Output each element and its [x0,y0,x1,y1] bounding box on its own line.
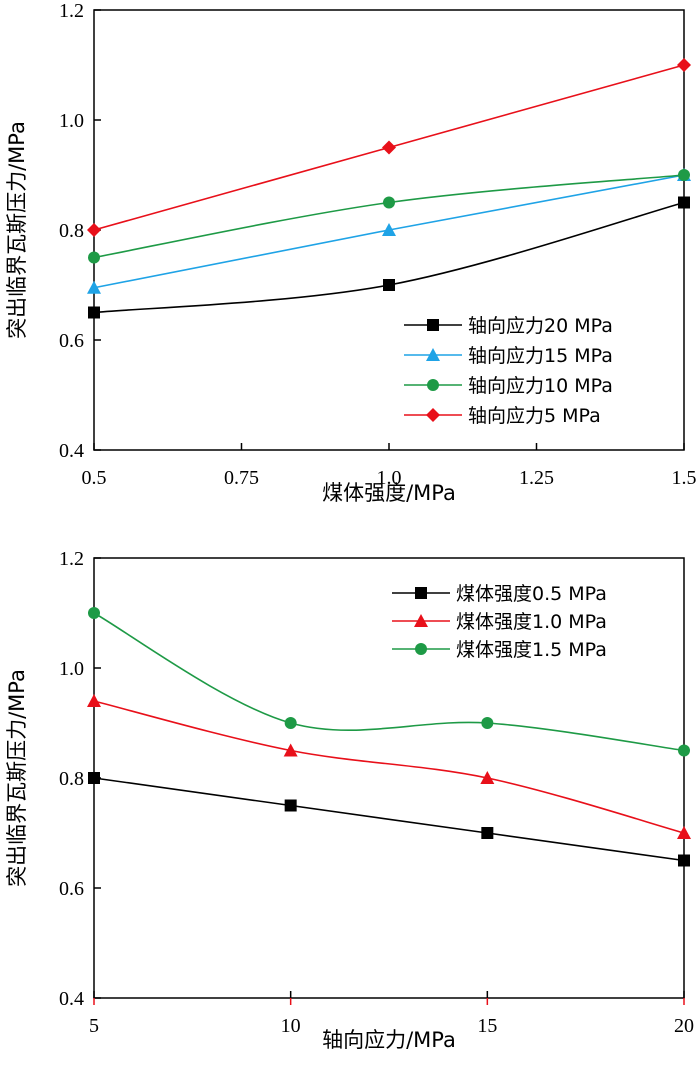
data-point [678,169,690,181]
y-tick-label: 0.6 [59,330,84,352]
chart-1: 0.4 0.6 0.8 1.0 1.2 0.5 0.75 1.0 1.25 1.5 煤体强度/MPa… [5,0,697,505]
legend-label: 轴向应力15 MPa [468,345,613,367]
data-point [88,607,100,619]
data-point [382,140,396,155]
series-3 [88,607,690,757]
series-1 [88,772,690,867]
x-tick-label: 0.75 [224,467,259,489]
x-tick-label: 0.5 [82,467,107,489]
series-line [93,700,685,834]
data-point [88,772,100,784]
series-4 [87,58,691,237]
legend-label: 煤体强度0.5 MPa [456,583,607,605]
x-tick-label: 5 [89,1015,99,1037]
y-tick-label: 0.8 [59,220,84,242]
y-tick-label: 1.2 [59,548,84,570]
y-tick-label: 1.0 [59,110,84,132]
series-line [93,612,685,752]
legend-marker [426,348,440,361]
y-axis-title: 突出临界瓦斯压力/MPa [5,669,29,887]
legend-marker [427,319,439,331]
legend: 煤体强度0.5 MPa 煤体强度1.0 MPa 煤体强度1.5 MPa [392,583,607,661]
x-axis-title: 煤体强度/MPa [322,481,456,505]
x-tick-label: 1.0 [377,467,402,489]
legend: 轴向应力20 MPa 轴向应力15 MPa 轴向应力10 MPa 轴向应力5 MPa [404,315,613,427]
legend-marker [426,408,440,422]
data-point [481,827,494,839]
data-point [481,717,494,729]
data-point [284,799,297,812]
data-point [87,280,101,294]
series-1 [88,196,690,319]
data-point [283,743,298,757]
legend-label: 轴向应力20 MPa [468,315,613,337]
series-2 [87,168,691,294]
y-tick-label: 0.4 [59,988,84,1010]
x-tick-label: 1.25 [519,467,554,489]
legend-marker [415,587,427,599]
data-point [383,279,395,291]
x-tick-label: 1.5 [672,467,697,489]
data-point [88,251,100,264]
series-line [93,174,685,259]
y-axis-title: 突出临界瓦斯压力/MPa [5,121,29,339]
chart-2: 0.4 0.6 0.8 1.0 1.2 5 10 15 20 轴向应力/MPa 突出临界瓦斯压力/M… [5,548,694,1052]
y-tick-label: 0.6 [59,878,84,900]
data-point [88,306,100,319]
x-tick-label: 20 [674,1015,694,1037]
data-point [677,58,691,72]
y-tick-label: 0.8 [59,768,84,790]
data-point [678,854,690,867]
legend-label: 轴向应力10 MPa [468,375,613,397]
legend-label: 煤体强度1.5 MPa [456,639,607,661]
data-point [678,744,690,757]
x-axis-title: 轴向应力/MPa [322,1028,456,1052]
y-tick-label: 0.4 [59,440,84,462]
series-line [93,777,685,862]
legend-marker [414,614,428,627]
data-point [284,717,297,729]
legend-label: 轴向应力5 MPa [468,405,601,427]
data-point [382,223,396,236]
y-tick-label: 1.2 [59,0,84,22]
data-point [480,771,495,784]
data-point [87,223,101,237]
legend-marker [415,643,427,655]
data-point [383,196,395,209]
series-2 [87,694,691,839]
data-point [677,826,691,839]
data-point [87,694,101,707]
series-3 [88,169,690,264]
legend-marker [427,379,439,391]
legend-label: 煤体强度1.0 MPa [456,611,607,633]
series-line [93,201,685,314]
data-point [678,196,690,209]
y-tick-label: 1.0 [59,658,84,680]
x-tick-label: 15 [477,1015,497,1037]
x-tick-label: 10 [281,1015,301,1037]
